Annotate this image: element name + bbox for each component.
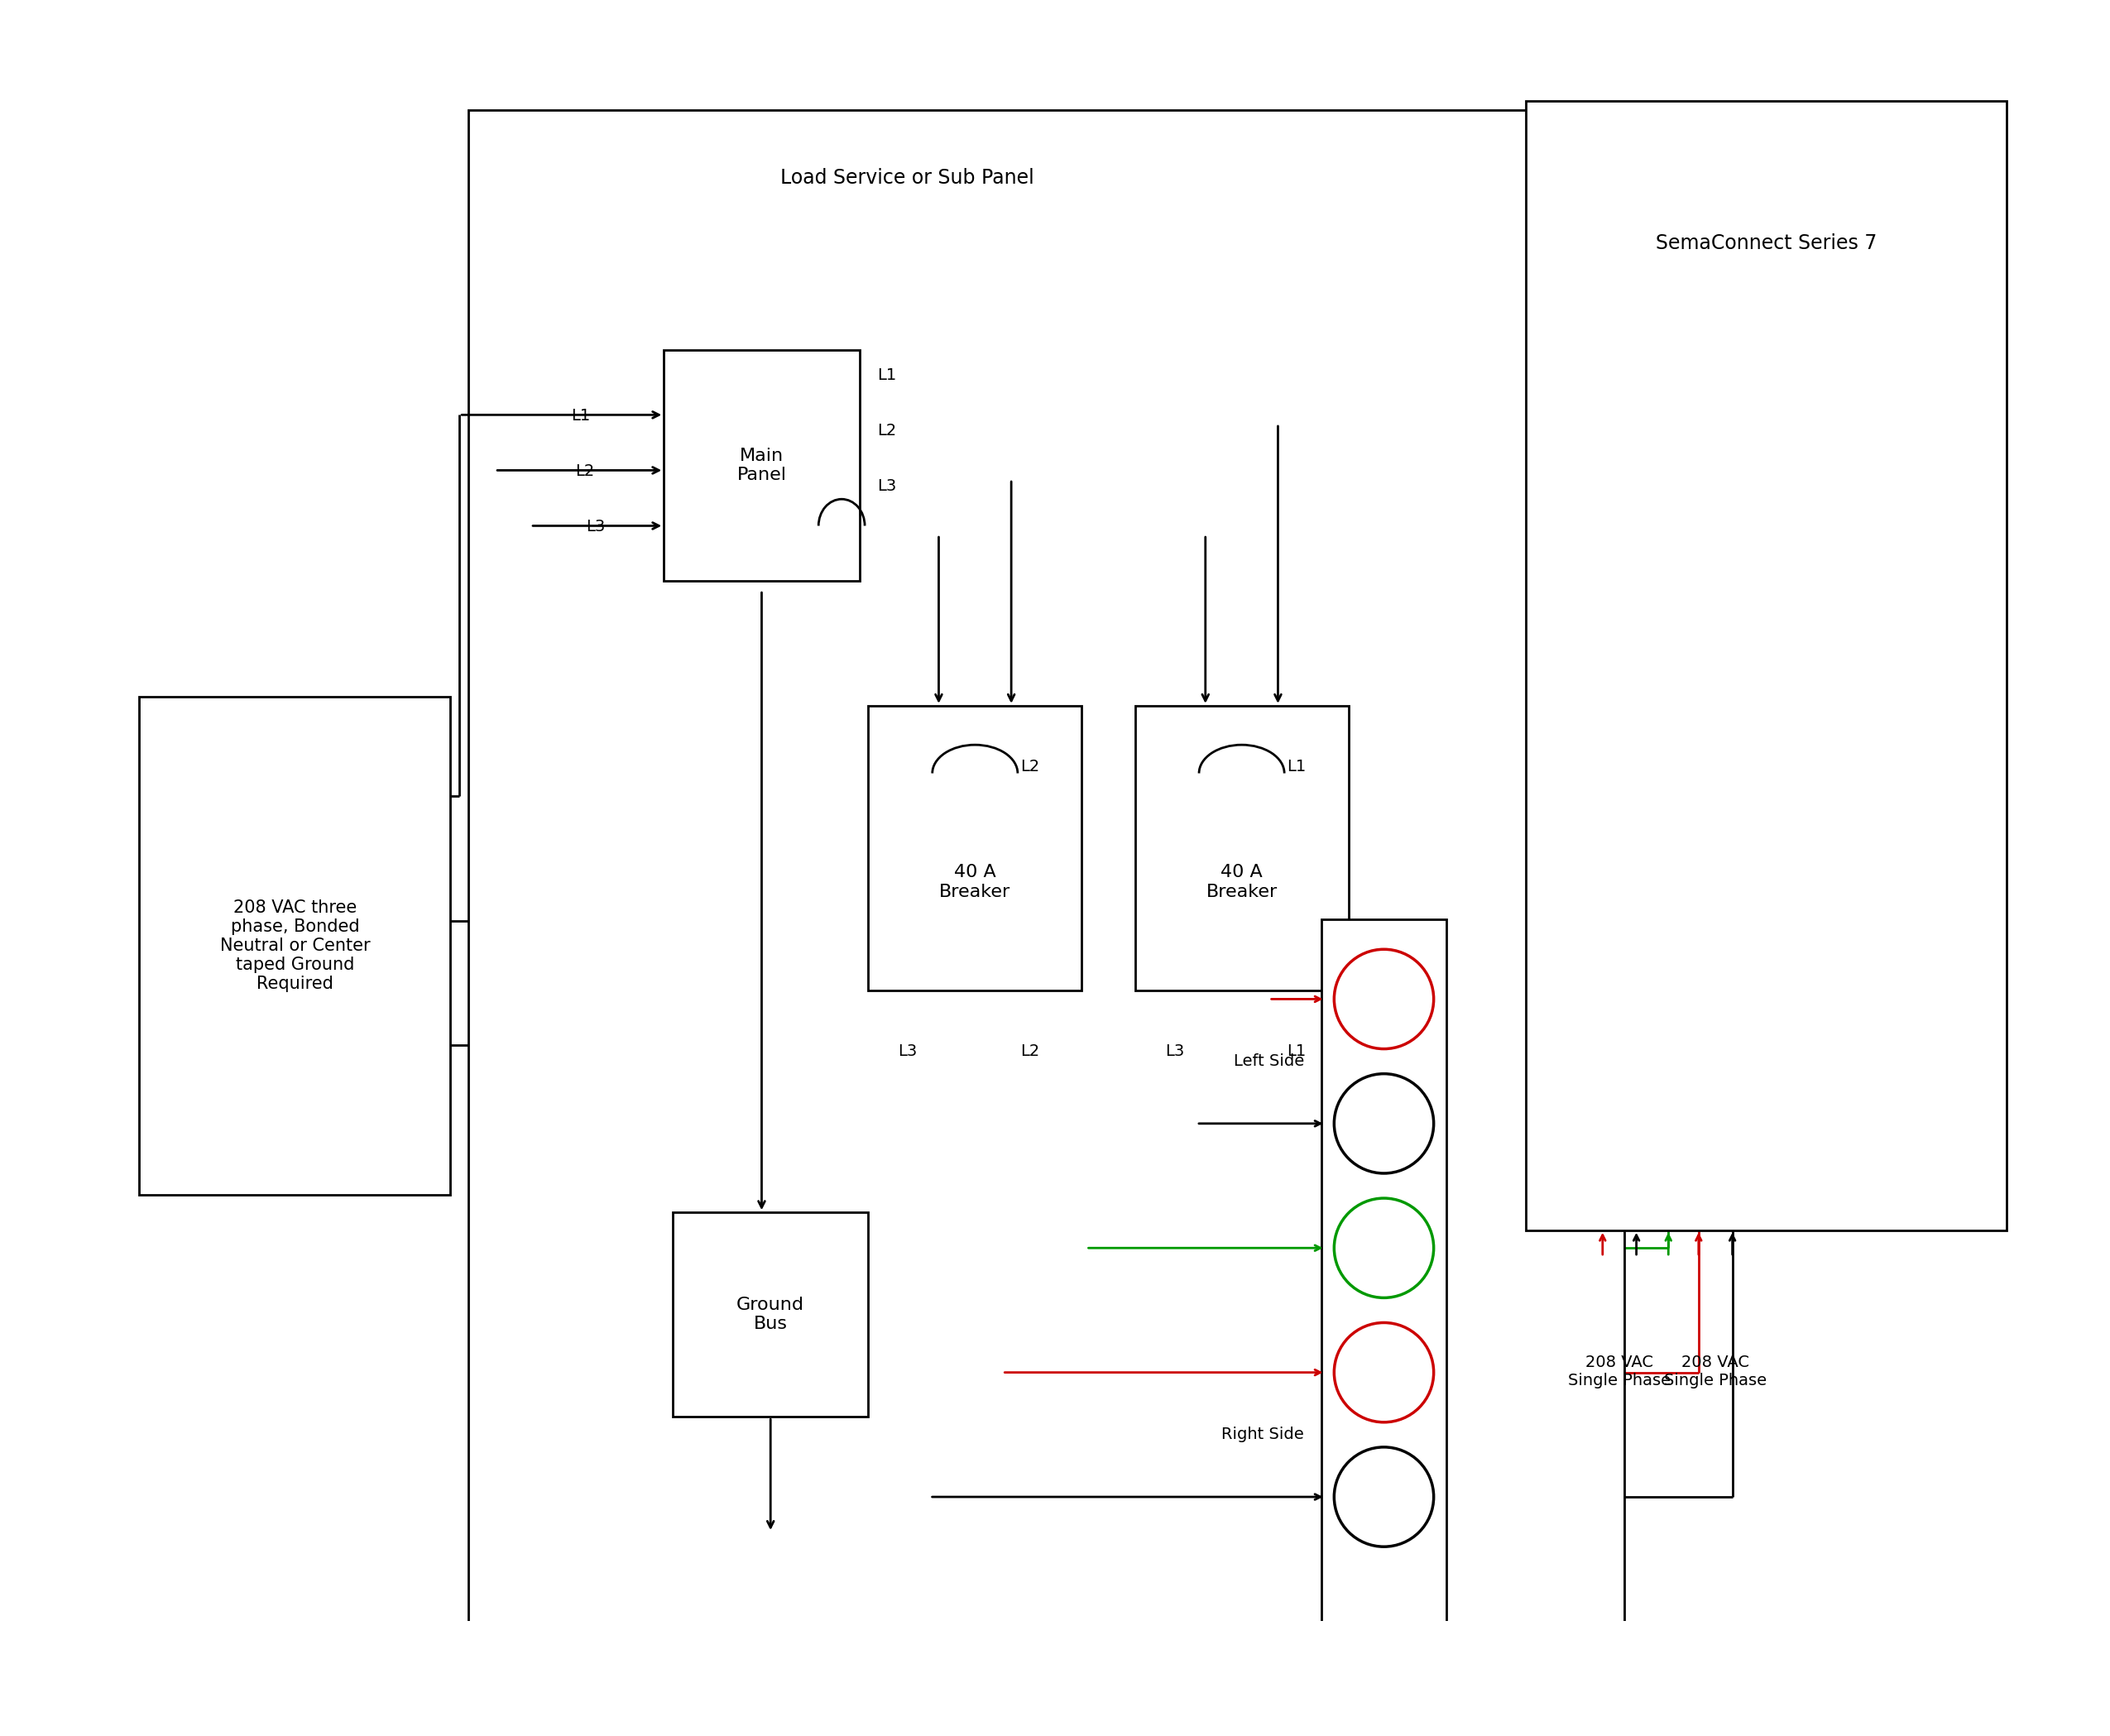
Bar [869,707,1082,990]
Bar [1526,101,2007,1231]
Text: L2: L2 [878,422,897,437]
Text: 40 A
Breaker: 40 A Breaker [939,865,1011,899]
Text: 40 A
Breaker: 40 A Breaker [1207,865,1277,899]
Bar [1135,707,1348,990]
Text: L2: L2 [574,464,595,479]
Text: L1: L1 [878,366,897,384]
Bar [665,351,859,582]
Text: Load Service or Sub Panel: Load Service or Sub Panel [781,168,1034,187]
Text: 208 VAC
Single Phase: 208 VAC Single Phase [1568,1354,1671,1389]
Text: Right Side: Right Side [1222,1427,1304,1443]
Text: L1: L1 [1287,1043,1306,1059]
Text: Main
Panel: Main Panel [736,448,787,484]
Text: L1: L1 [1287,759,1306,774]
Text: L3: L3 [878,477,897,493]
Text: L3: L3 [587,519,606,535]
Bar [139,696,452,1194]
Circle shape [1334,1323,1433,1422]
Circle shape [1334,1198,1433,1299]
Circle shape [1334,1075,1433,1174]
Text: L3: L3 [1165,1043,1184,1059]
Bar [468,109,1625,1736]
Text: Left Side: Left Side [1234,1054,1304,1069]
Bar [673,1212,869,1417]
Text: L2: L2 [1019,759,1040,774]
Text: 208 VAC three
phase, Bonded
Neutral or Center
taped Ground
Required: 208 VAC three phase, Bonded Neutral or C… [219,899,369,993]
Text: Ground
Bus: Ground Bus [736,1297,804,1333]
Circle shape [1334,1448,1433,1547]
Text: L3: L3 [899,1043,918,1059]
Text: SemaConnect Series 7: SemaConnect Series 7 [1656,234,1876,253]
Text: 208 VAC
Single Phase: 208 VAC Single Phase [1665,1354,1766,1389]
Circle shape [1334,950,1433,1049]
Text: L2: L2 [1019,1043,1040,1059]
Text: L1: L1 [572,408,591,424]
Bar [1321,918,1445,1684]
